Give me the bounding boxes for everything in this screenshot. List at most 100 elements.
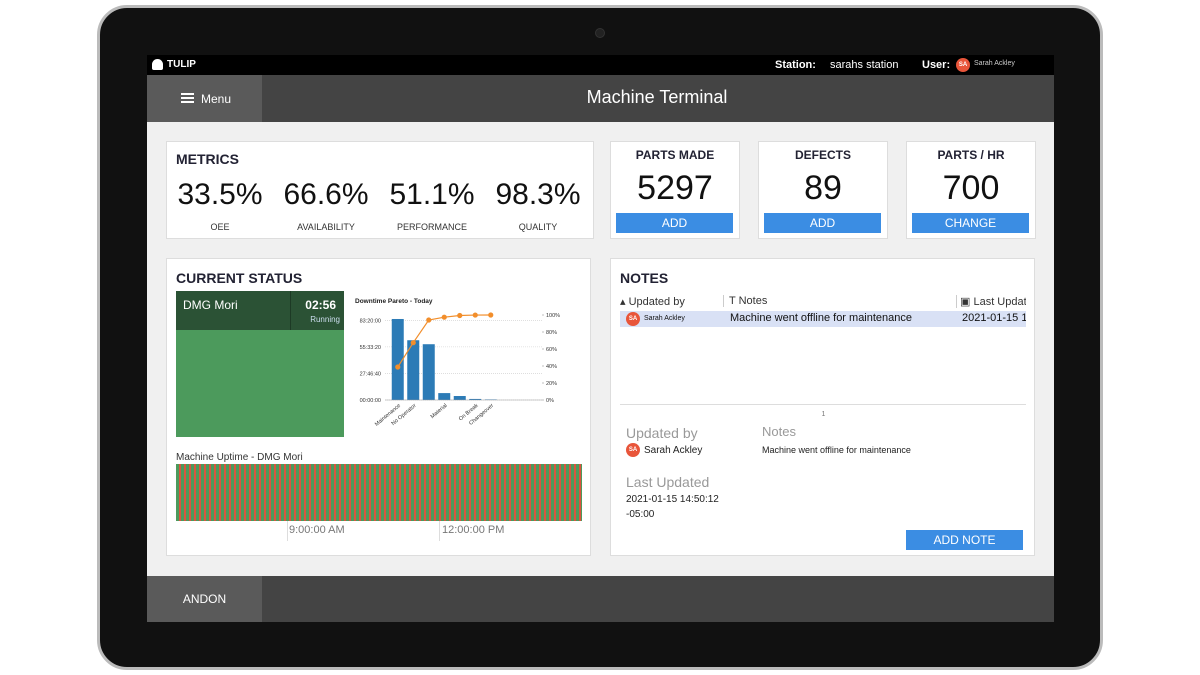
counter-title: PARTS / HR bbox=[937, 148, 1005, 162]
metric-label: QUALITY bbox=[518, 222, 558, 232]
uptime-bar bbox=[176, 464, 582, 521]
bar bbox=[391, 318, 404, 400]
detail-note: Machine went offline for maintenance bbox=[762, 445, 911, 455]
notes-card: NOTES ▴ Updated by T Notes ▣ Last Update… bbox=[610, 258, 1035, 556]
bar bbox=[407, 340, 420, 400]
y2-tick-label: 20% bbox=[546, 381, 557, 387]
machine-status: DMG Mori 02:56 Running bbox=[176, 291, 344, 437]
menu-icon bbox=[181, 93, 194, 103]
card-title: METRICS bbox=[176, 151, 239, 167]
metric-value: 98.3% bbox=[495, 178, 581, 211]
nav-bar: Menu Machine Terminal bbox=[147, 75, 1054, 122]
screen-title: Machine Terminal bbox=[586, 87, 728, 107]
user-label: User: bbox=[922, 59, 951, 71]
y-tick-label: 00:00:00 bbox=[360, 398, 381, 404]
x-label: 12:00:00 PM bbox=[442, 524, 505, 536]
counter-button[interactable]: CHANGE bbox=[912, 213, 1029, 233]
cumulative-point bbox=[457, 312, 463, 319]
counter-button[interactable]: ADD bbox=[764, 213, 881, 233]
menu-label: Menu bbox=[201, 92, 232, 106]
metric-label: OEE bbox=[210, 222, 230, 232]
counter-value: 5297 bbox=[637, 169, 713, 207]
user-name: Sarah Ackley bbox=[974, 60, 1015, 67]
cumulative-point bbox=[410, 340, 416, 346]
camera bbox=[595, 28, 605, 38]
uptime-title: Machine Uptime - DMG Mori bbox=[176, 452, 303, 463]
column-header[interactable]: T Notes bbox=[723, 295, 956, 307]
counter-title: DEFECTS bbox=[794, 148, 851, 162]
card-title: NOTES bbox=[620, 270, 669, 286]
y2-tick-label: 60% bbox=[546, 347, 557, 353]
column-header[interactable]: ▣ Last Updated bbox=[956, 295, 1026, 308]
avatar: SA bbox=[626, 443, 640, 457]
brand: TULIP bbox=[167, 59, 196, 70]
y2-tick-label: 100% bbox=[546, 313, 560, 319]
counter-button[interactable]: ADD bbox=[616, 213, 733, 233]
detail-label: Updated by bbox=[626, 425, 698, 441]
counter-card: DEFECTS 89 ADD bbox=[758, 141, 888, 239]
andon-button[interactable]: ANDON bbox=[147, 576, 262, 622]
column-header[interactable]: ▴ Updated by bbox=[620, 296, 685, 308]
y-tick-label: 27:46:40 bbox=[360, 371, 381, 377]
cell-user: Sarah Ackley bbox=[644, 315, 685, 322]
menu-button[interactable]: Menu bbox=[147, 75, 262, 122]
cell-updated: 2021-01-15 14:50:12 -05:00 bbox=[962, 312, 1026, 324]
counter-card: PARTS MADE 5297 ADD bbox=[610, 141, 740, 239]
note-row[interactable]: SA Sarah Ackley Machine went offline for… bbox=[620, 311, 1026, 327]
chart-title: Downtime Pareto - Today bbox=[355, 298, 433, 305]
counter-value: 89 bbox=[804, 169, 842, 207]
bar bbox=[422, 344, 435, 400]
cumulative-point bbox=[441, 314, 447, 320]
bar bbox=[438, 393, 451, 400]
logo bbox=[152, 59, 163, 70]
metric-label: AVAILABILITY bbox=[297, 222, 355, 232]
detail-updated: 2021-01-15 14:50:12 -05:00 bbox=[626, 494, 719, 520]
cumulative-point bbox=[488, 312, 494, 318]
x-tick-label: Material bbox=[430, 403, 449, 420]
column-label: Notes bbox=[738, 295, 768, 307]
station-label: Station: bbox=[775, 59, 816, 71]
divider bbox=[620, 404, 1026, 405]
detail-label: Last Updated bbox=[626, 474, 710, 490]
y-tick-label: 83:20:00 bbox=[360, 318, 381, 324]
status-time: 02:56 bbox=[305, 298, 336, 312]
x-label: 9:00:00 AM bbox=[289, 524, 345, 536]
top-bar: TULIP Station: sarahs station User: SA S… bbox=[147, 55, 1054, 75]
counter-title: PARTS MADE bbox=[635, 148, 715, 162]
page-number[interactable]: 1 bbox=[821, 411, 826, 418]
pareto-chart: Downtime Pareto - Today 00:00:00 27:46:40 5… bbox=[355, 298, 560, 428]
metrics-card: METRICS 33.5% OEE 66.6% AVAILABILITY 51.1% PE… bbox=[166, 141, 594, 239]
y-tick-label: 55:33:20 bbox=[360, 345, 381, 351]
column-label: Updated by bbox=[628, 296, 685, 308]
divider bbox=[290, 291, 291, 330]
axis-line bbox=[287, 521, 288, 541]
y2-tick-label: 40% bbox=[546, 364, 557, 370]
add-note-button[interactable]: ADD NOTE bbox=[906, 530, 1023, 550]
cumulative-point bbox=[426, 317, 432, 323]
machine-name: DMG Mori bbox=[183, 298, 238, 312]
detail-label: Notes bbox=[762, 424, 796, 439]
y2-tick-label: 80% bbox=[546, 330, 557, 336]
footer-bar: ANDON bbox=[147, 576, 1054, 622]
y2-tick-label: 0% bbox=[546, 398, 554, 404]
counter-card: PARTS / HR 700 CHANGE bbox=[906, 141, 1036, 239]
cumulative-point bbox=[395, 364, 401, 370]
metric-value: 33.5% bbox=[177, 178, 263, 211]
bar bbox=[469, 398, 482, 400]
status-state: Running bbox=[310, 315, 340, 324]
detail-user: Sarah Ackley bbox=[644, 445, 703, 456]
metric-label: PERFORMANCE bbox=[396, 222, 467, 232]
column-label: Last Updated bbox=[973, 296, 1026, 308]
status-card: CURRENT STATUS DMG Mori 02:56 Running Do… bbox=[166, 258, 591, 556]
station: sarahs station bbox=[830, 59, 899, 71]
avatar: SA bbox=[626, 312, 640, 326]
metric-value: 66.6% bbox=[283, 178, 369, 211]
axis-line bbox=[439, 521, 440, 541]
status-header: DMG Mori 02:56 Running bbox=[176, 291, 344, 330]
metric-value: 51.1% bbox=[389, 178, 475, 211]
bar bbox=[453, 396, 466, 400]
counter-value: 700 bbox=[942, 169, 1000, 207]
card-title: CURRENT STATUS bbox=[176, 270, 303, 286]
user-avatar: SA bbox=[956, 58, 970, 72]
